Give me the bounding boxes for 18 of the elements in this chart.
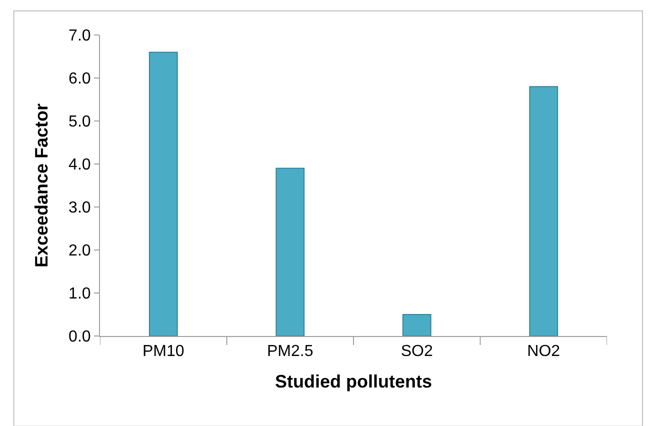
y-tick-label: 7.0 bbox=[68, 28, 91, 45]
x-tick-label: PM2.5 bbox=[267, 343, 314, 360]
y-tick-label: 1.0 bbox=[68, 286, 91, 303]
x-tick-label: NO2 bbox=[527, 343, 560, 360]
x-axis-title: Studied pollutents bbox=[275, 371, 432, 392]
y-tick-label: 6.0 bbox=[68, 70, 91, 88]
bar bbox=[402, 314, 432, 336]
y-tick-label: 4.0 bbox=[68, 156, 91, 174]
y-tick-label: 5.0 bbox=[68, 114, 91, 131]
y-tick-label: 3.0 bbox=[68, 200, 91, 217]
y-tick-label: 2.0 bbox=[68, 242, 91, 260]
x-tick-label: PM10 bbox=[142, 343, 184, 360]
bar bbox=[276, 168, 305, 336]
y-axis-title: Exceedance Factor bbox=[32, 103, 52, 268]
y-tick-label: 0.0 bbox=[68, 328, 91, 346]
bar bbox=[529, 86, 558, 336]
x-tick-label: SO2 bbox=[400, 343, 433, 360]
bar bbox=[148, 52, 178, 336]
